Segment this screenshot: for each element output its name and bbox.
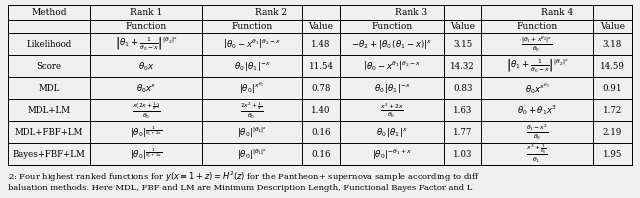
Text: 1.40: 1.40 — [311, 106, 331, 115]
Text: Bayes+FBF+LM: Bayes+FBF+LM — [13, 150, 85, 159]
Text: $\frac{|\theta_1+x^{\theta_2}|^x}{\theta_0}$: $\frac{|\theta_1+x^{\theta_2}|^x}{\theta… — [522, 34, 553, 54]
Text: $\frac{x^2+2x}{\theta_0}$: $\frac{x^2+2x}{\theta_0}$ — [380, 101, 404, 120]
Text: $\theta_0\,|\theta_1|^{-x}$: $\theta_0\,|\theta_1|^{-x}$ — [234, 60, 271, 73]
Text: 0.78: 0.78 — [311, 84, 331, 93]
Text: 0.16: 0.16 — [311, 128, 331, 137]
Text: $\theta_0 + \theta_1 x^3$: $\theta_0 + \theta_1 x^3$ — [517, 103, 557, 117]
Text: $|\theta_0|^{x^{\theta_1}}$: $|\theta_0|^{x^{\theta_1}}$ — [239, 81, 265, 96]
Text: $|\theta_0|^{|\theta_1|^x}$: $|\theta_0|^{|\theta_1|^x}$ — [237, 125, 268, 140]
Text: $-\theta_2 + |\theta_0\,(\theta_1-x)|^x$: $-\theta_2 + |\theta_0\,(\theta_1-x)|^x$ — [351, 38, 433, 51]
Text: 1.95: 1.95 — [603, 150, 622, 159]
Text: $\frac{2x^2+\frac{1}{x}}{\theta_0}$: $\frac{2x^2+\frac{1}{x}}{\theta_0}$ — [241, 100, 264, 121]
Text: $\left|\theta_1 + \frac{1}{\theta_0-x}\right|^{|\theta_2|^x}$: $\left|\theta_1 + \frac{1}{\theta_0-x}\r… — [506, 58, 568, 75]
Text: Value: Value — [600, 22, 625, 31]
Text: MDL: MDL — [38, 84, 60, 93]
Text: $\theta_0 x^x$: $\theta_0 x^x$ — [136, 82, 156, 95]
Text: baluation methods. Here MDL, FBF and LM are Minimum Description Length, Function: baluation methods. Here MDL, FBF and LM … — [8, 184, 472, 192]
Text: 2.19: 2.19 — [603, 128, 622, 137]
Text: 0.91: 0.91 — [603, 84, 622, 93]
Text: 14.59: 14.59 — [600, 62, 625, 71]
Text: Function: Function — [516, 22, 557, 31]
Text: $\theta_0 x$: $\theta_0 x$ — [138, 60, 154, 73]
Text: Score: Score — [36, 62, 61, 71]
Text: $|\theta_0|^{-\theta_1+x}$: $|\theta_0|^{-\theta_1+x}$ — [372, 147, 412, 162]
Text: $\left|\theta_1 + \frac{1}{\theta_0-x}\right|^{|\theta_2|^x}$: $\left|\theta_1 + \frac{1}{\theta_0-x}\r… — [115, 36, 177, 53]
Text: Rank 2: Rank 2 — [255, 8, 287, 17]
Text: $\frac{\theta_1-x^2}{\theta_0}$: $\frac{\theta_1-x^2}{\theta_0}$ — [525, 123, 548, 142]
Text: 0.83: 0.83 — [453, 84, 472, 93]
Text: 1.63: 1.63 — [453, 106, 472, 115]
Text: Function: Function — [232, 22, 273, 31]
Text: 3.18: 3.18 — [603, 40, 622, 49]
Text: 0.16: 0.16 — [311, 150, 331, 159]
Text: $\left|\theta_0 - x^{\theta_1}\right|^{\theta_2-x}$: $\left|\theta_0 - x^{\theta_1}\right|^{\… — [363, 59, 421, 73]
Text: Likelihood: Likelihood — [26, 40, 72, 49]
Text: $\theta_0 x^{x^{\theta_1}}$: $\theta_0 x^{x^{\theta_1}}$ — [525, 81, 550, 96]
Text: Method: Method — [31, 8, 67, 17]
Text: 1.03: 1.03 — [453, 150, 472, 159]
Text: $\frac{x(2x+\frac{1}{x})}{\theta_0}$: $\frac{x(2x+\frac{1}{x})}{\theta_0}$ — [132, 100, 161, 121]
Text: 2: Four highest ranked functions for $y(x \equiv 1+z) = H^2(z)$ for the Pantheon: 2: Four highest ranked functions for $y(… — [8, 169, 480, 184]
Text: Value: Value — [308, 22, 333, 31]
Text: Function: Function — [371, 22, 413, 31]
Text: Rank 4: Rank 4 — [541, 8, 573, 17]
Text: Rank 1: Rank 1 — [130, 8, 162, 17]
Text: MDL+LM: MDL+LM — [28, 106, 70, 115]
Text: $|\theta_0|^{|\theta_1|^x}$: $|\theta_0|^{|\theta_1|^x}$ — [237, 147, 268, 162]
Text: $\frac{x^3+\frac{1}{\theta_0}}{\theta_1}$: $\frac{x^3+\frac{1}{\theta_0}}{\theta_1}… — [526, 143, 548, 165]
Text: Function: Function — [125, 22, 166, 31]
Text: $|\theta_0|^{\frac{1}{\theta_1+2x}}$: $|\theta_0|^{\frac{1}{\theta_1+2x}}$ — [130, 125, 162, 140]
Text: 1.77: 1.77 — [453, 128, 472, 137]
Text: $|\theta_0|^{\frac{1}{\theta_1+2x}}$: $|\theta_0|^{\frac{1}{\theta_1+2x}}$ — [130, 147, 162, 162]
Text: $\left|\theta_0 - x^{\theta_1}\right|^{\theta_2-x}$: $\left|\theta_0 - x^{\theta_1}\right|^{\… — [223, 37, 281, 51]
Text: 14.32: 14.32 — [451, 62, 475, 71]
Text: MDL+FBF+LM: MDL+FBF+LM — [15, 128, 83, 137]
Text: $\theta_0\,|\theta_1|^x$: $\theta_0\,|\theta_1|^x$ — [376, 126, 408, 139]
Text: Value: Value — [450, 22, 475, 31]
Text: 1.48: 1.48 — [311, 40, 331, 49]
Text: 1.72: 1.72 — [603, 106, 622, 115]
Text: 3.15: 3.15 — [453, 40, 472, 49]
Text: $\theta_0\,|\theta_1|^{-x}$: $\theta_0\,|\theta_1|^{-x}$ — [374, 82, 410, 95]
Text: 11.54: 11.54 — [308, 62, 333, 71]
Text: Rank 3: Rank 3 — [394, 8, 427, 17]
